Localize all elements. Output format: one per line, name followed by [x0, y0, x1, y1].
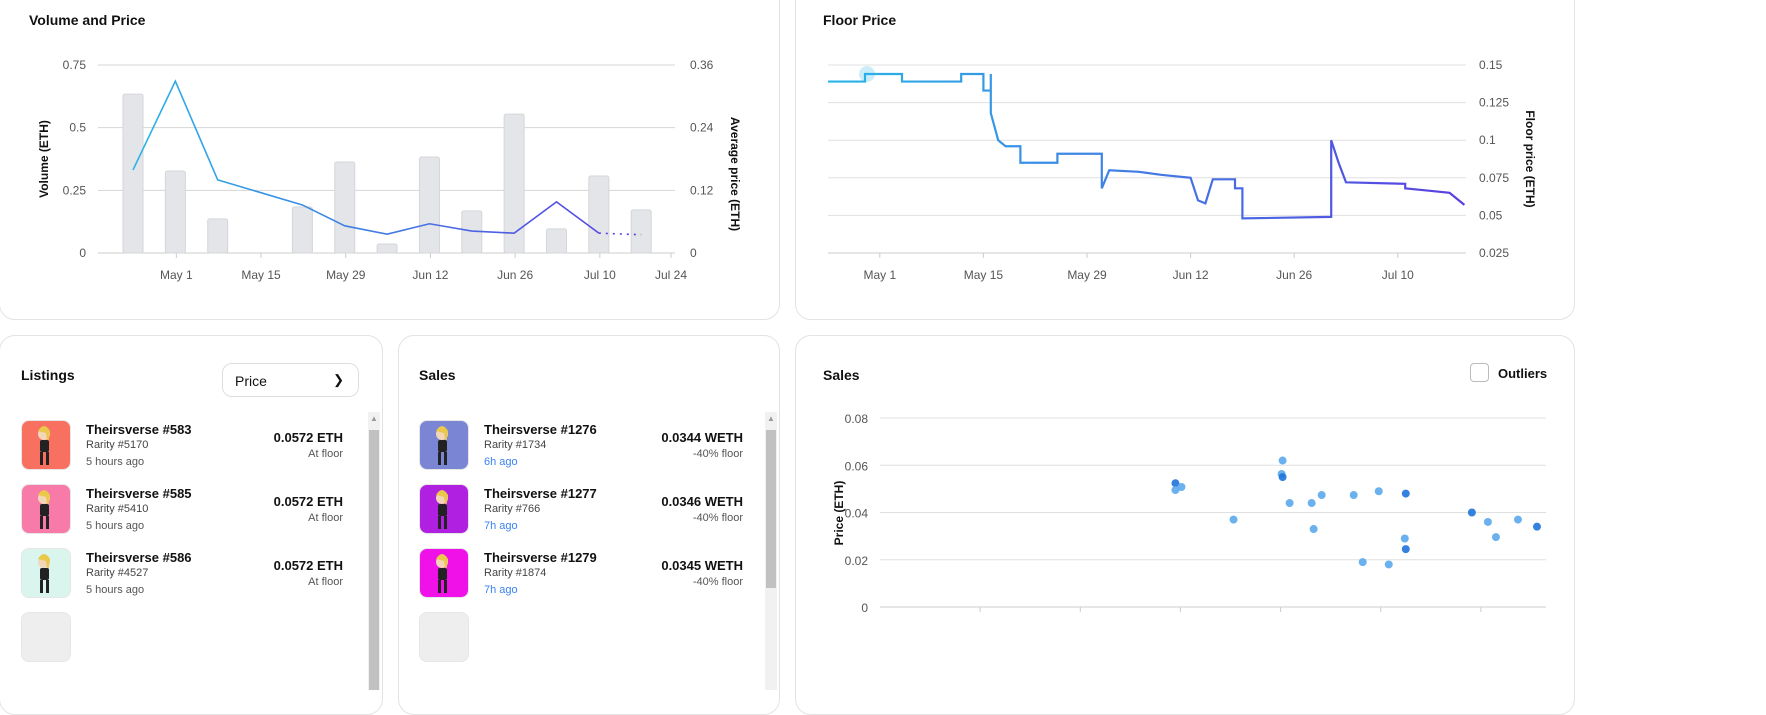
- nft-thumbnail: [21, 612, 71, 662]
- scrollbar-thumb[interactable]: [369, 430, 379, 690]
- item-price: 0.0346 WETH: [661, 494, 743, 509]
- nft-thumbnail: [21, 420, 71, 470]
- sales-scatter-card: [795, 335, 1575, 715]
- outliers-label[interactable]: Outliers: [1498, 366, 1547, 381]
- item-name: Theirsverse #1277: [484, 486, 597, 501]
- nft-character-image: [22, 421, 70, 469]
- item-name: Theirsverse #1279: [484, 550, 597, 565]
- nft-character-image: [22, 485, 70, 533]
- sales-scatter-title: Sales: [823, 367, 860, 383]
- nft-character-image: [22, 549, 70, 597]
- floor-price-title: Floor Price: [823, 12, 896, 28]
- item-rarity: Rarity #5410: [86, 503, 148, 515]
- scrollbar-thumb[interactable]: [766, 430, 776, 588]
- list-item[interactable]: Theirsverse #1276 Rarity #1734 6h ago 0.…: [419, 420, 743, 472]
- item-time: 5 hours ago: [86, 520, 144, 532]
- sort-select-value: Price: [235, 373, 267, 389]
- item-time: 5 hours ago: [86, 584, 144, 596]
- item-time: 5 hours ago: [86, 456, 144, 468]
- sales-list-title: Sales: [419, 367, 456, 383]
- item-rarity: Rarity #5170: [86, 439, 148, 451]
- outliers-checkbox[interactable]: [1470, 363, 1489, 382]
- listings-list: Theirsverse #583 Rarity #5170 5 hours ag…: [21, 420, 343, 690]
- item-name: Theirsverse #586: [86, 550, 192, 565]
- item-price: 0.0572 ETH: [274, 558, 343, 573]
- chevron-down-icon: ❯: [333, 372, 344, 388]
- item-status: At floor: [308, 512, 343, 524]
- item-floor-diff: -40% floor: [693, 576, 743, 588]
- item-price: 0.0572 ETH: [274, 430, 343, 445]
- item-time-link[interactable]: 7h ago: [484, 584, 518, 596]
- list-item[interactable]: Theirsverse #585 Rarity #5410 5 hours ag…: [21, 484, 343, 536]
- listings-sort-select[interactable]: Price ❯: [222, 363, 359, 397]
- listings-scrollbar[interactable]: ▲: [368, 412, 380, 690]
- list-item[interactable]: Theirsverse #1279 Rarity #1874 7h ago 0.…: [419, 548, 743, 600]
- item-status: At floor: [308, 576, 343, 588]
- item-floor-diff: -40% floor: [693, 512, 743, 524]
- list-item[interactable]: Theirsverse #583 Rarity #5170 5 hours ag…: [21, 420, 343, 472]
- floor-price-card: [795, 0, 1575, 320]
- listings-title: Listings: [21, 367, 75, 383]
- scroll-up-icon[interactable]: ▲: [370, 414, 378, 423]
- item-rarity: Rarity #1734: [484, 439, 546, 451]
- item-name: Theirsverse #583: [86, 422, 192, 437]
- list-item[interactable]: [21, 612, 343, 664]
- volume-price-title: Volume and Price: [29, 12, 145, 28]
- nft-thumbnail: [419, 612, 469, 662]
- nft-character-image: [420, 549, 468, 597]
- item-status: At floor: [308, 448, 343, 460]
- nft-character-image: [420, 421, 468, 469]
- list-item[interactable]: Theirsverse #1277 Rarity #766 7h ago 0.0…: [419, 484, 743, 536]
- item-name: Theirsverse #585: [86, 486, 192, 501]
- list-item[interactable]: Theirsverse #586 Rarity #4527 5 hours ag…: [21, 548, 343, 600]
- nft-thumbnail: [419, 548, 469, 598]
- nft-thumbnail: [419, 484, 469, 534]
- item-rarity: Rarity #766: [484, 503, 540, 515]
- sales-scrollbar[interactable]: ▲: [765, 412, 777, 690]
- nft-thumbnail: [21, 484, 71, 534]
- volume-price-card: [0, 0, 780, 320]
- scroll-up-icon[interactable]: ▲: [767, 414, 775, 423]
- item-time-link[interactable]: 6h ago: [484, 456, 518, 468]
- item-price: 0.0572 ETH: [274, 494, 343, 509]
- item-price: 0.0345 WETH: [661, 558, 743, 573]
- item-floor-diff: -40% floor: [693, 448, 743, 460]
- item-time-link[interactable]: 7h ago: [484, 520, 518, 532]
- item-price: 0.0344 WETH: [661, 430, 743, 445]
- item-rarity: Rarity #1874: [484, 567, 546, 579]
- nft-character-image: [420, 485, 468, 533]
- nft-thumbnail: [21, 548, 71, 598]
- list-item[interactable]: [419, 612, 743, 664]
- item-rarity: Rarity #4527: [86, 567, 148, 579]
- nft-thumbnail: [419, 420, 469, 470]
- item-name: Theirsverse #1276: [484, 422, 597, 437]
- sales-list: Theirsverse #1276 Rarity #1734 6h ago 0.…: [419, 420, 743, 690]
